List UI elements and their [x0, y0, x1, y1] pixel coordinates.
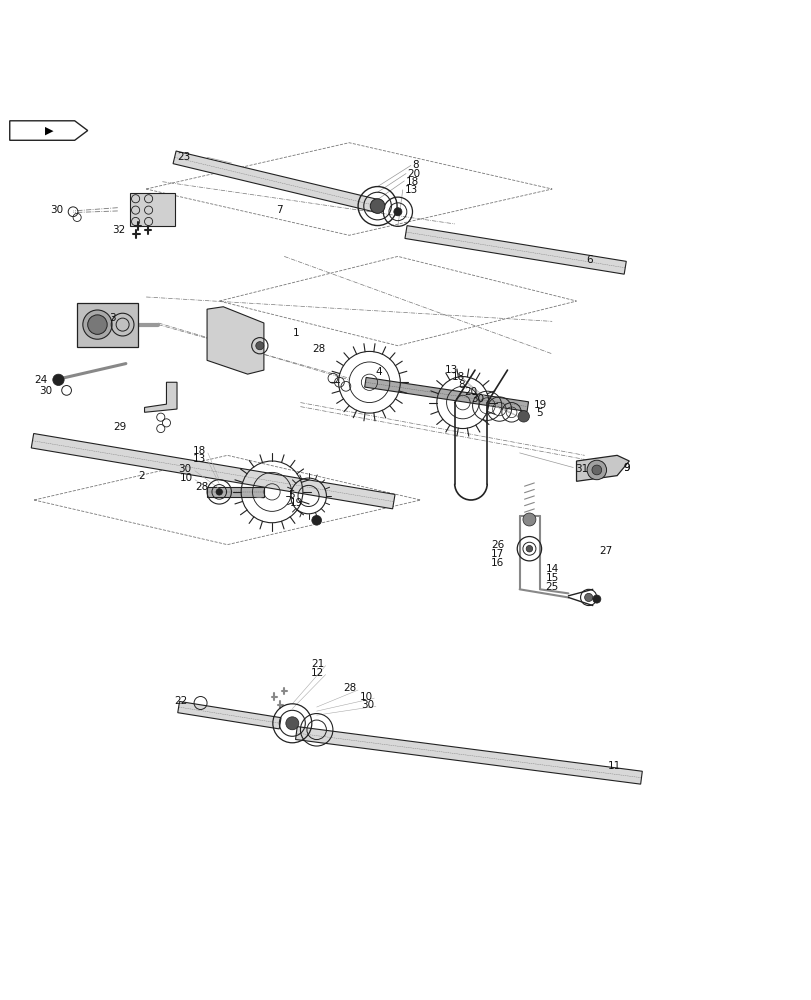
Polygon shape	[173, 151, 379, 212]
Text: 28: 28	[312, 344, 325, 354]
Polygon shape	[144, 382, 177, 412]
Polygon shape	[130, 193, 174, 226]
Text: 19: 19	[534, 400, 547, 410]
Text: 30: 30	[361, 700, 374, 710]
Text: 14: 14	[545, 564, 558, 574]
Text: 10: 10	[359, 692, 372, 702]
Circle shape	[255, 342, 264, 350]
Text: 25: 25	[545, 582, 558, 592]
Text: 28: 28	[343, 683, 356, 693]
Circle shape	[584, 593, 592, 601]
Text: 5: 5	[535, 408, 542, 418]
Polygon shape	[207, 307, 264, 374]
Text: 29: 29	[114, 422, 127, 432]
Polygon shape	[364, 377, 528, 411]
Polygon shape	[295, 727, 642, 784]
Polygon shape	[405, 226, 625, 274]
Text: 30: 30	[50, 205, 63, 215]
Text: 1: 1	[292, 328, 298, 338]
Text: 30: 30	[470, 394, 483, 404]
Polygon shape	[77, 303, 138, 347]
Text: 7: 7	[276, 205, 282, 215]
Circle shape	[592, 595, 600, 603]
Text: 13: 13	[404, 185, 417, 195]
Text: 10: 10	[180, 473, 193, 483]
Circle shape	[311, 515, 321, 525]
Text: 11: 11	[607, 761, 620, 771]
Text: 8: 8	[457, 380, 464, 390]
Polygon shape	[576, 455, 629, 481]
Text: 31: 31	[574, 464, 587, 474]
Circle shape	[393, 208, 401, 216]
Text: 30: 30	[39, 386, 52, 396]
Circle shape	[526, 545, 532, 552]
Text: 9: 9	[623, 463, 629, 473]
Polygon shape	[178, 701, 281, 729]
Text: 5: 5	[288, 490, 294, 500]
Text: 9: 9	[623, 463, 629, 473]
Circle shape	[517, 411, 529, 422]
Text: 12: 12	[311, 668, 324, 678]
Text: 20: 20	[464, 387, 477, 397]
Polygon shape	[207, 487, 264, 497]
Text: 20: 20	[407, 169, 420, 179]
Text: 30: 30	[178, 464, 191, 474]
Text: 13: 13	[193, 454, 206, 464]
Text: 18: 18	[406, 177, 418, 187]
Text: 13: 13	[444, 365, 457, 375]
Text: 27: 27	[599, 546, 611, 556]
Text: 18: 18	[193, 446, 206, 456]
Text: 15: 15	[545, 573, 558, 583]
Text: 26: 26	[491, 540, 504, 550]
Text: 4: 4	[375, 367, 381, 377]
Circle shape	[53, 374, 64, 386]
Circle shape	[83, 310, 112, 339]
Circle shape	[285, 717, 298, 730]
Circle shape	[591, 465, 601, 475]
Circle shape	[88, 315, 107, 334]
Circle shape	[216, 489, 222, 495]
Text: 3: 3	[109, 313, 116, 323]
Text: 19: 19	[290, 498, 303, 508]
Text: 16: 16	[491, 558, 504, 568]
Text: 22: 22	[174, 696, 187, 706]
Text: 24: 24	[34, 375, 47, 385]
Circle shape	[522, 513, 535, 526]
Text: 17: 17	[491, 549, 504, 559]
Text: 21: 21	[311, 659, 324, 669]
Text: 8: 8	[412, 160, 418, 170]
Text: 6: 6	[586, 255, 592, 265]
Text: 28: 28	[195, 482, 208, 492]
Text: 18: 18	[451, 372, 464, 382]
Polygon shape	[10, 121, 88, 140]
Circle shape	[370, 199, 384, 213]
Text: 2: 2	[138, 471, 144, 481]
Text: 23: 23	[177, 152, 190, 162]
Circle shape	[586, 460, 606, 480]
Polygon shape	[32, 434, 394, 509]
Text: 32: 32	[112, 225, 125, 235]
Text: $\blacktriangleright$: $\blacktriangleright$	[42, 124, 55, 137]
